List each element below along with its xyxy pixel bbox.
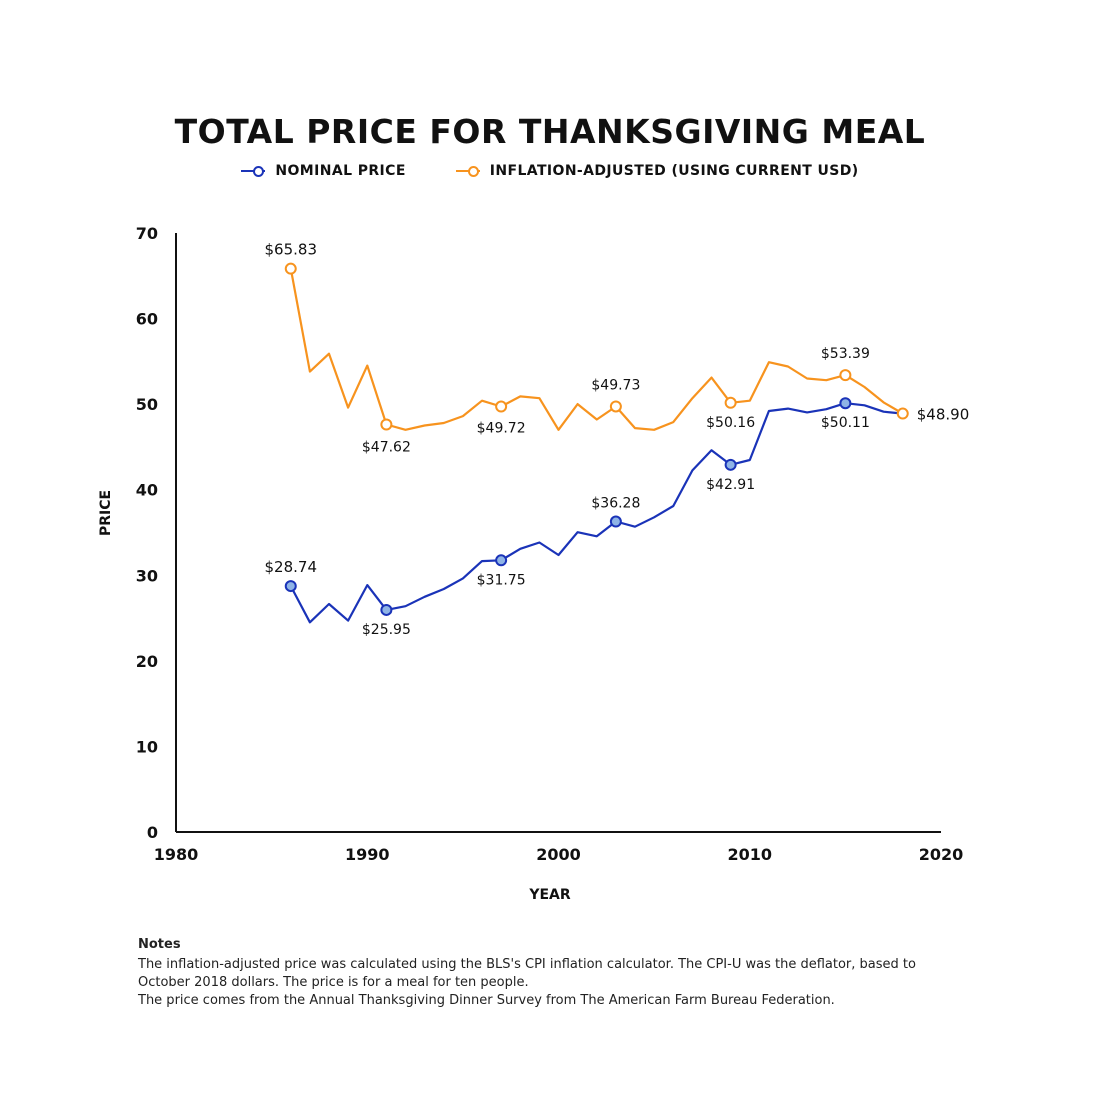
y-tick-label: 20 (136, 652, 158, 671)
data-point-marker-nominal (724, 458, 737, 471)
y-axis-title: PRICE (98, 490, 114, 536)
data-label-inflation-adjusted: $48.90 (917, 406, 970, 424)
data-label-nominal: $50.11 (821, 415, 870, 431)
series-line-inflation-adjusted (289, 268, 904, 431)
data-point-marker-nominal (609, 515, 622, 528)
y-tick-label: 70 (136, 224, 158, 243)
data-label-inflation-adjusted: $65.83 (265, 241, 318, 259)
data-point-marker-inflation-adjusted (380, 418, 393, 431)
notes-line-1: The inflation-adjusted price was calcula… (138, 957, 916, 990)
data-label-inflation-adjusted: $53.39 (821, 346, 870, 362)
notes-heading: Notes (138, 937, 181, 952)
data-label-inflation-adjusted: $50.16 (706, 415, 755, 431)
data-point-marker-nominal (284, 580, 297, 593)
x-tick-label: 2010 (727, 845, 772, 864)
data-label-nominal: $36.28 (591, 496, 640, 512)
x-tick-label: 1990 (345, 845, 390, 864)
data-point-marker-inflation-adjusted (896, 407, 909, 420)
notes-line-2: The price comes from the Annual Thanksgi… (138, 993, 835, 1008)
chart-legend: NOMINAL PRICE INFLATION-ADJUSTED (USING … (0, 163, 1100, 179)
x-tick-label: 2000 (536, 845, 581, 864)
data-label-nominal: $28.74 (265, 558, 318, 576)
legend-label-nominal: NOMINAL PRICE (275, 163, 406, 179)
y-tick-label: 60 (136, 310, 158, 329)
y-tick-label: 50 (136, 395, 158, 414)
y-tick-label: 10 (136, 737, 158, 756)
legend-label-inflation-adjusted: INFLATION-ADJUSTED (USING CURRENT USD) (489, 163, 859, 179)
legend-swatch-inflation-adjusted (455, 165, 480, 177)
legend-swatch-nominal (241, 165, 266, 177)
data-label-nominal: $25.95 (362, 622, 411, 638)
y-tick-label: 40 (136, 481, 158, 500)
data-label-nominal: $42.91 (706, 477, 755, 493)
data-point-marker-inflation-adjusted (495, 400, 508, 413)
data-point-marker-inflation-adjusted (284, 262, 297, 275)
data-point-marker-nominal (495, 554, 508, 567)
data-label-inflation-adjusted: $49.72 (477, 421, 526, 437)
data-label-inflation-adjusted: $47.62 (362, 440, 411, 456)
data-label-inflation-adjusted: $49.73 (591, 377, 640, 393)
data-point-marker-nominal (839, 397, 852, 410)
data-point-marker-inflation-adjusted (724, 396, 737, 409)
data-point-marker-nominal (380, 603, 393, 616)
legend-item-inflation-adjusted: INFLATION-ADJUSTED (USING CURRENT USD) (455, 163, 859, 179)
data-point-marker-inflation-adjusted (839, 369, 852, 382)
chart-title: TOTAL PRICE FOR THANKSGIVING MEAL (174, 112, 926, 151)
y-tick-label: 0 (147, 823, 158, 842)
x-tick-label: 1980 (154, 845, 199, 864)
notes-section: Notes The inflation-adjusted price was c… (138, 936, 968, 1010)
legend-item-nominal: NOMINAL PRICE (241, 163, 405, 179)
y-tick-label: 30 (136, 566, 158, 585)
series-line-nominal (289, 402, 903, 624)
data-label-nominal: $31.75 (477, 572, 526, 588)
data-point-marker-inflation-adjusted (609, 400, 622, 413)
x-tick-label: 2020 (919, 845, 964, 864)
x-axis-title: YEAR (528, 887, 571, 903)
